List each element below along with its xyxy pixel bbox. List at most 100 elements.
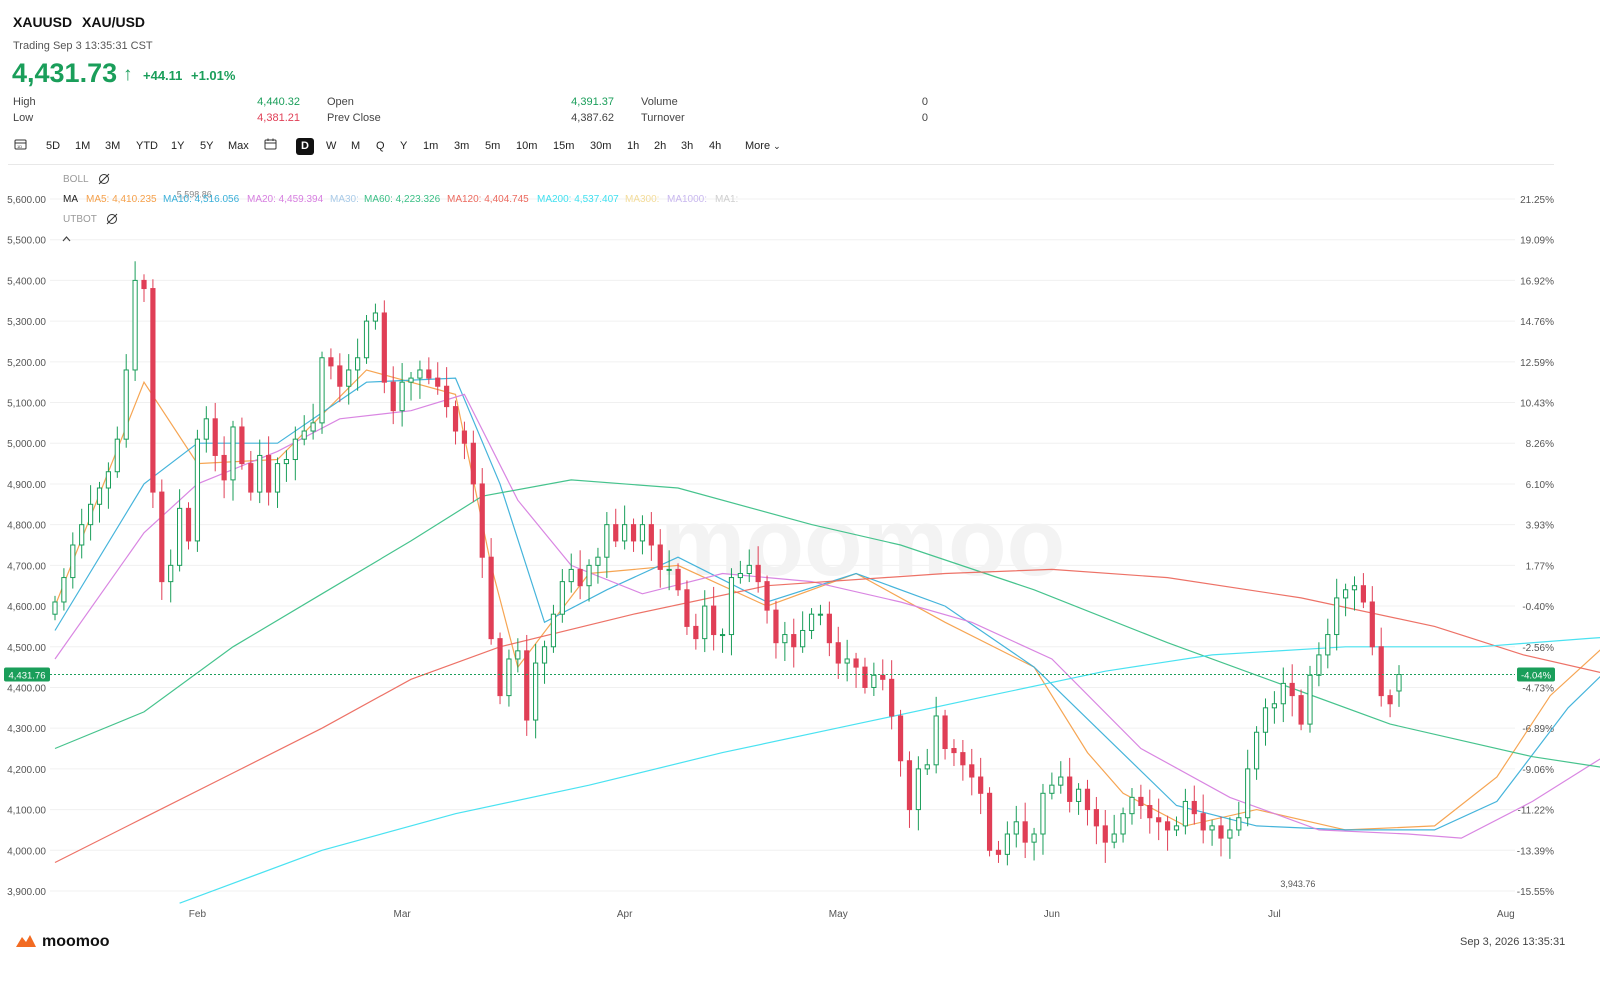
pct-tick-label: 3.93%: [1526, 521, 1554, 532]
interval-1h[interactable]: 1h: [627, 140, 640, 152]
candle-body: [363, 320, 370, 359]
candle-body: [1111, 833, 1117, 843]
pct-tick-label: 21.25%: [1520, 195, 1554, 206]
candle-body: [301, 430, 307, 440]
candle-body: [773, 609, 779, 644]
candle-body: [150, 288, 156, 493]
interval-4h[interactable]: 4h: [709, 140, 722, 152]
candle-body: [1209, 825, 1215, 831]
interval-1m[interactable]: 1m: [423, 140, 439, 152]
range-ytd[interactable]: YTD: [136, 140, 158, 152]
candle-body: [835, 642, 841, 664]
candle-body: [737, 572, 743, 579]
candle-body: [141, 279, 147, 290]
candle-body: [684, 589, 690, 627]
interval-10m[interactable]: 10m: [516, 140, 538, 152]
candle-body: [1387, 695, 1393, 705]
candle-body: [1262, 707, 1269, 733]
candle-body: [666, 568, 672, 571]
range-1m[interactable]: 1M: [75, 140, 91, 152]
turnover-value: 0: [921, 112, 928, 124]
interval-y[interactable]: Y: [400, 140, 408, 152]
interval-d[interactable]: D: [296, 138, 314, 155]
interval-30m[interactable]: 30m: [590, 140, 612, 152]
more-label: More: [745, 140, 771, 152]
ma-legend-item: MA120: 4,404.745: [447, 194, 529, 205]
candlestick-chart[interactable]: 5,600.00 21.25% 5,500.00 19.09% 5,400.00 16.9…: [0, 165, 1600, 925]
interval-m[interactable]: M: [351, 140, 361, 152]
last-pct-badge: [1517, 667, 1555, 682]
candle-body: [417, 369, 423, 379]
price-change: +44.11: [143, 68, 183, 83]
candle-body: [444, 385, 450, 408]
candle-body: [1200, 813, 1206, 831]
candle-body: [1298, 695, 1304, 725]
candle-body: [1049, 784, 1055, 794]
candle-body: [426, 369, 432, 379]
pct-tick-label: 16.92%: [1520, 276, 1554, 287]
candle-body: [951, 748, 957, 754]
candle-body: [185, 507, 192, 542]
candle-body: [390, 381, 396, 412]
eye-off-icon: [99, 174, 109, 184]
more-button[interactable]: More ⌄: [740, 138, 786, 155]
candle-body: [230, 426, 236, 481]
candle-body: [1022, 821, 1028, 843]
ma-legend-item: MA5: 4,410.235: [86, 194, 157, 205]
candle-body: [274, 463, 281, 493]
ma-legend-item: MA20: 4,459.394: [247, 194, 324, 205]
boll-label: BOLL: [63, 174, 89, 185]
candle-body: [123, 369, 129, 440]
ma-legend-item: MA10: 4,516.056: [163, 194, 240, 205]
range-1y[interactable]: 1Y: [171, 140, 185, 152]
y-tick-label: 4,200.00: [7, 765, 46, 776]
interval-5m[interactable]: 5m: [485, 140, 501, 152]
y-tick-label: 5,500.00: [7, 236, 46, 247]
calendar-icon[interactable]: [259, 138, 282, 155]
interval-q[interactable]: Q: [376, 140, 385, 152]
y-tick-label: 4,300.00: [7, 724, 46, 735]
range-5d[interactable]: 5D: [46, 140, 61, 152]
interval-2h[interactable]: 2h: [654, 140, 667, 152]
candle-body: [1271, 703, 1277, 709]
y-tick-label: 5,200.00: [7, 358, 46, 369]
y-tick-label: 4,900.00: [7, 480, 46, 491]
candle-body: [372, 312, 379, 322]
interval-3m[interactable]: 3m: [454, 140, 470, 152]
trading-time: Trading Sep 3 13:35:31 CST: [13, 40, 153, 52]
candle-body: [862, 666, 868, 688]
candle-body: [791, 634, 797, 648]
interval-w[interactable]: W: [326, 140, 337, 152]
candle-body: [1067, 776, 1073, 802]
eye-off-slash: [98, 173, 110, 185]
low-value: 4,381.21: [257, 112, 300, 124]
candle-body: [577, 568, 583, 587]
candle-body: [889, 678, 895, 717]
candle-body: [337, 365, 343, 387]
candle-body: [844, 658, 850, 664]
calendar-range-icon[interactable]: 1D: [9, 138, 32, 155]
range-max[interactable]: Max: [228, 140, 249, 152]
candle-body: [808, 613, 815, 631]
range-3m[interactable]: 3M: [105, 140, 121, 152]
candle-body: [79, 524, 85, 546]
symbol-name: XAU/USD: [82, 14, 146, 30]
candle-body: [880, 674, 886, 680]
ma-legend-item: MA1000:: [667, 194, 707, 205]
candle-body: [746, 564, 752, 574]
candle-body: [995, 849, 1002, 855]
candle-body: [1342, 589, 1349, 599]
interval-15m[interactable]: 15m: [553, 140, 575, 152]
pct-tick-label: -15.55%: [1517, 887, 1554, 898]
candle-body: [897, 715, 904, 762]
candle-body: [132, 279, 138, 371]
last-price-badge-label: 4,431.76: [9, 671, 46, 682]
pct-tick-label: -13.39%: [1517, 846, 1554, 857]
period-toolbar: 1D 5D 1M 3M YTD 1Y 5Y Max D W M Q Y 1m 3…: [0, 138, 1600, 156]
open-label: Open: [327, 96, 354, 108]
range-5y[interactable]: 5Y: [200, 140, 214, 152]
candle-body: [497, 638, 503, 697]
interval-3h[interactable]: 3h: [681, 140, 694, 152]
candle-body: [978, 776, 984, 794]
ma-legend-item: MA60: 4,223.326: [364, 194, 441, 205]
